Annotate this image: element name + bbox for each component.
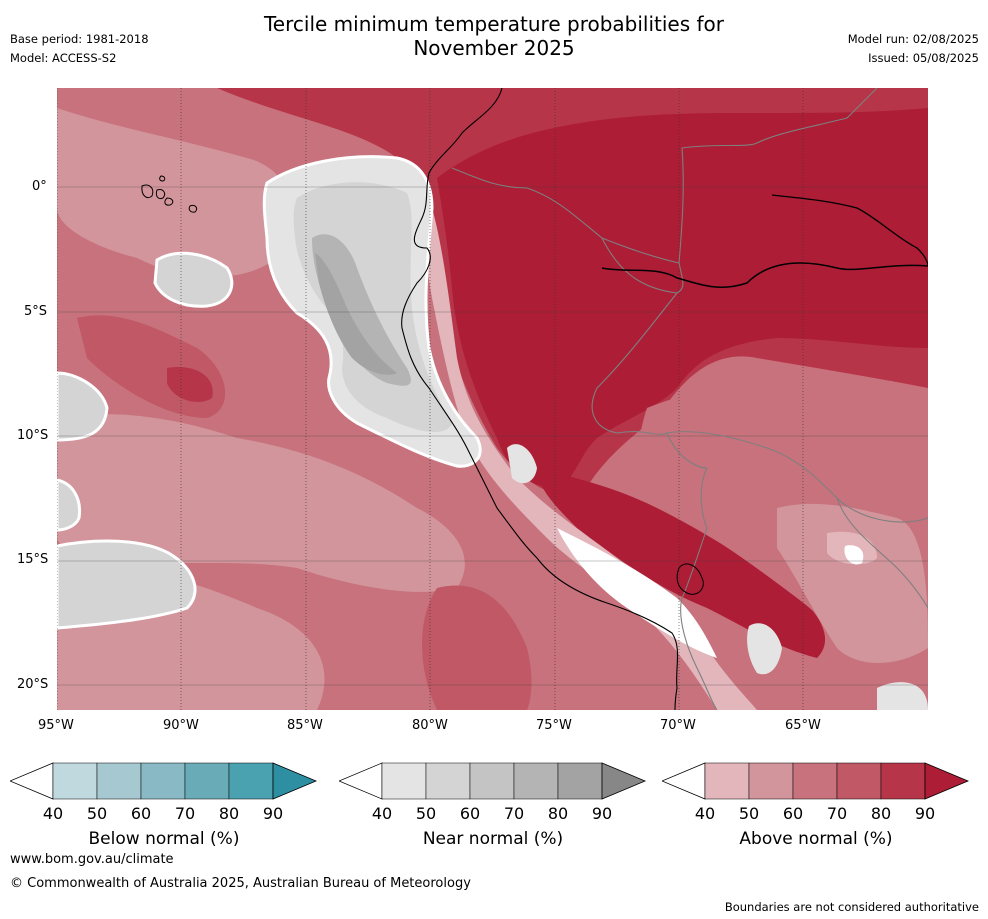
galapagos-islands bbox=[141, 175, 198, 213]
tick: 40 bbox=[694, 804, 716, 823]
field-near-patch-f bbox=[507, 444, 537, 484]
colorbar-above-swatches bbox=[660, 762, 970, 800]
lat-gridlines bbox=[57, 186, 928, 686]
colorbar-below-normal: 40 50 60 70 80 90 Below normal (%) bbox=[8, 762, 318, 849]
lon-label-80w: 80°W bbox=[412, 718, 448, 733]
base-period: Base period: 1981-2018 bbox=[10, 32, 149, 46]
field-near-patch-a bbox=[153, 251, 234, 308]
tick: 70 bbox=[826, 804, 848, 823]
title-line-1: Tercile minimum temperature probabilitie… bbox=[263, 12, 725, 36]
lat-label-10s: 10°S bbox=[17, 428, 49, 443]
tick: 40 bbox=[371, 804, 393, 823]
field-se-near bbox=[877, 682, 928, 710]
field-near-patch-b bbox=[57, 371, 109, 442]
tick: 50 bbox=[86, 804, 108, 823]
model-name: Model: ACCESS-S2 bbox=[10, 51, 117, 65]
field-coastal-white bbox=[557, 528, 717, 658]
lat-label-0: 0° bbox=[32, 179, 47, 194]
colorbar-below-ticks: 40 50 60 70 80 90 bbox=[10, 804, 318, 824]
tick: 40 bbox=[42, 804, 64, 823]
lon-label-70w: 70°W bbox=[660, 718, 696, 733]
tick: 60 bbox=[130, 804, 152, 823]
model-run: Model run: 02/08/2025 bbox=[847, 32, 979, 46]
tick: 80 bbox=[218, 804, 240, 823]
tick: 90 bbox=[262, 804, 284, 823]
lat-label-20s: 20°S bbox=[17, 677, 49, 692]
tick: 90 bbox=[591, 804, 613, 823]
field-se-white bbox=[844, 545, 864, 565]
probability-map bbox=[57, 88, 928, 710]
field-near-70 bbox=[312, 234, 411, 386]
field-land-90 bbox=[437, 108, 928, 488]
field-near-patch-c bbox=[57, 478, 82, 532]
lon-label-95w: 95°W bbox=[38, 718, 74, 733]
field-se-50 bbox=[777, 503, 928, 663]
tick: 50 bbox=[415, 804, 437, 823]
country-borders bbox=[451, 88, 928, 710]
tick: 50 bbox=[738, 804, 760, 823]
rio-negro bbox=[771, 194, 928, 267]
lat-label-15s: 15°S bbox=[17, 552, 49, 567]
tick: 70 bbox=[503, 804, 525, 823]
chart-title: Tercile minimum temperature probabilitie… bbox=[0, 12, 988, 60]
title-line-2: November 2025 bbox=[413, 36, 575, 60]
meta-left: Base period: 1981-2018 Model: ACCESS-S2 bbox=[10, 32, 149, 65]
meta-right: Model run: 02/08/2025 Issued: 05/08/2025 bbox=[848, 32, 979, 65]
field-near-patch-d bbox=[57, 539, 197, 630]
field-ocean-70-b bbox=[422, 585, 532, 710]
colorbar-above-normal: 40 50 60 70 80 90 Above normal (%) bbox=[660, 762, 970, 849]
tick: 70 bbox=[174, 804, 196, 823]
lon-label-75w: 75°W bbox=[536, 718, 572, 733]
footer-url[interactable]: www.bom.gov.au/climate bbox=[10, 852, 174, 867]
tick: 60 bbox=[782, 804, 804, 823]
field-coastal-40 bbox=[423, 198, 757, 710]
colorbar-below-swatches bbox=[8, 762, 318, 800]
field-ocean-50-a bbox=[57, 108, 292, 277]
lon-label-65w: 65°W bbox=[785, 718, 821, 733]
field-near-patch-e bbox=[747, 623, 782, 675]
tick: 80 bbox=[547, 804, 569, 823]
field-near-80 bbox=[315, 253, 397, 375]
coastline bbox=[401, 88, 679, 710]
colorbar-near-normal: 40 50 60 70 80 90 Near normal (%) bbox=[337, 762, 647, 849]
field-land-90-b bbox=[537, 468, 826, 658]
colorbar-near-swatches bbox=[337, 762, 647, 800]
tick: 80 bbox=[870, 804, 892, 823]
colorbar-below-label: Below normal (%) bbox=[88, 829, 240, 849]
lake-titicaca bbox=[676, 563, 704, 595]
lon-label-85w: 85°W bbox=[287, 718, 323, 733]
colorbar-near-label: Near normal (%) bbox=[422, 829, 564, 849]
colorbar-near-ticks: 40 50 60 70 80 90 bbox=[339, 804, 647, 824]
colorbar-above-label: Above normal (%) bbox=[739, 829, 893, 849]
lat-label-5s: 5°S bbox=[24, 304, 48, 319]
lon-label-90w: 90°W bbox=[163, 718, 199, 733]
issued-date: Issued: 05/08/2025 bbox=[868, 51, 979, 65]
field-ocean-80-a bbox=[167, 367, 213, 403]
amazon-river bbox=[601, 262, 928, 289]
footer-copyright: © Commonwealth of Australia 2025, Austra… bbox=[10, 876, 471, 891]
colorbar-above-ticks: 40 50 60 70 80 90 bbox=[662, 804, 970, 824]
footer-disclaimer: Boundaries are not considered authoritat… bbox=[724, 900, 979, 914]
tick: 90 bbox=[914, 804, 936, 823]
tick: 60 bbox=[459, 804, 481, 823]
